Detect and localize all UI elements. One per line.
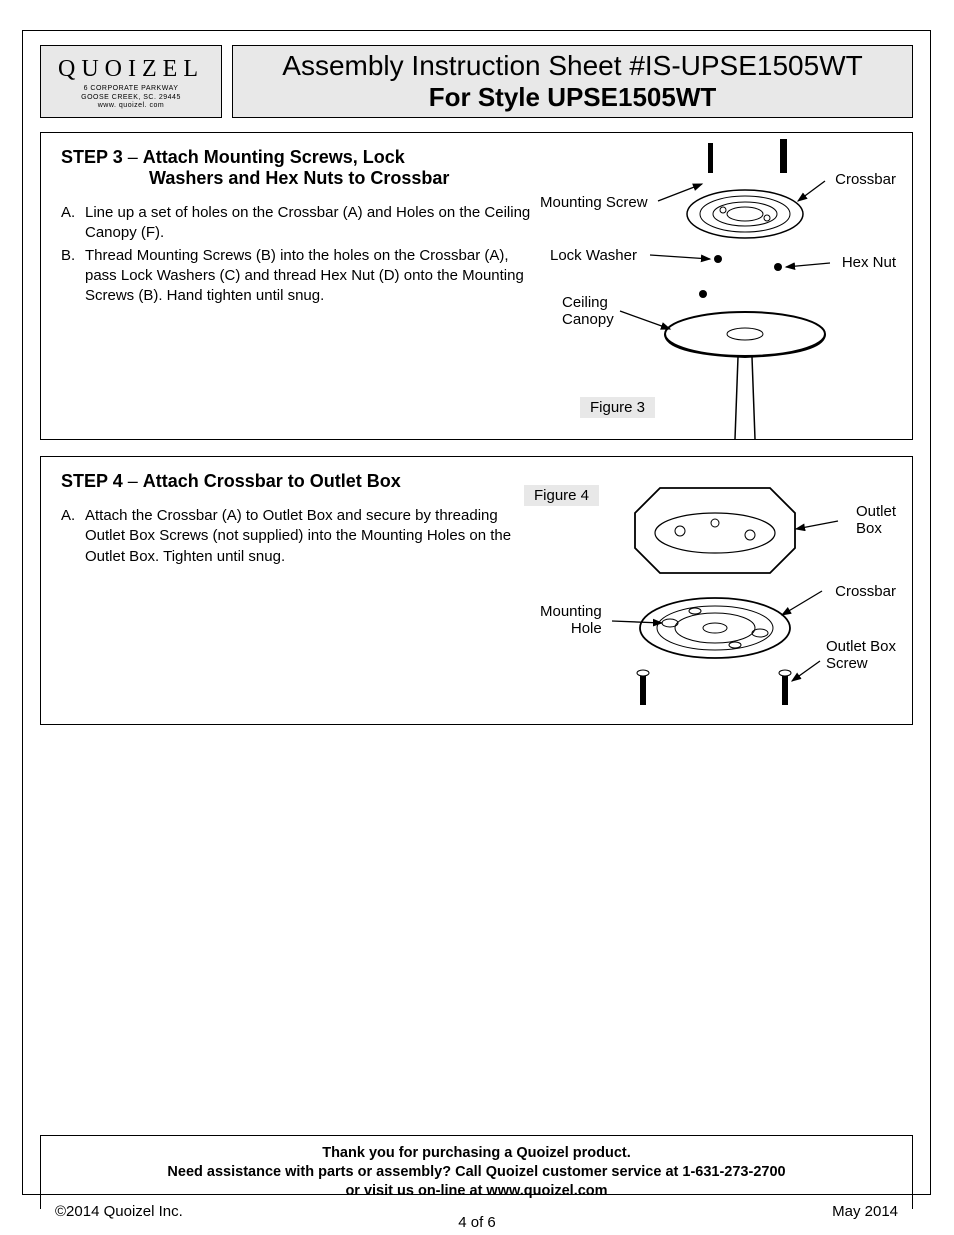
- brand-address: 6 CORPORATE PARKWAY GOOSE CREEK, SC. 294…: [81, 85, 181, 110]
- step3-a-letter: A.: [61, 203, 85, 244]
- step3-dash: –: [123, 147, 143, 167]
- step3-panel: STEP 3 – Attach Mounting Screws, Lock Wa…: [40, 132, 913, 440]
- footer-center: Thank you for purchasing a Quoizel produ…: [51, 1144, 902, 1201]
- figure4-svg: [520, 463, 900, 713]
- step3-h1: Attach Mounting Screws, Lock: [143, 147, 405, 167]
- step3-instructions: A. Line up a set of holes on the Crossba…: [61, 203, 531, 306]
- title-box: Assembly Instruction Sheet #IS-UPSE1505W…: [232, 45, 913, 118]
- step4-instructions: A. Attach the Crossbar (A) to Outlet Box…: [61, 506, 531, 567]
- step3-item-a: A. Line up a set of holes on the Crossba…: [61, 203, 531, 244]
- title-line2: For Style UPSE1505WT: [429, 82, 717, 113]
- step3-b-text: Thread Mounting Screws (B) into the hole…: [85, 246, 531, 307]
- addr-site: www. quoizel. com: [98, 102, 164, 109]
- step3-a-text: Line up a set of holes on the Crossbar (…: [85, 203, 531, 244]
- step4-panel: STEP 4 – Attach Crossbar to Outlet Box A…: [40, 456, 913, 725]
- figure4-diagram: Figure 4 Outlet Box Crossbar Mounting Ho…: [520, 463, 900, 713]
- footer-assist: Need assistance with parts or assembly? …: [51, 1163, 902, 1182]
- step4-a-text: Attach the Crossbar (A) to Outlet Box an…: [85, 506, 531, 567]
- addr-line2: GOOSE CREEK, SC. 29445: [81, 94, 181, 101]
- step4-item-a: A. Attach the Crossbar (A) to Outlet Box…: [61, 506, 531, 567]
- step4-a-letter: A.: [61, 506, 85, 567]
- footer-visit: or visit us on-line at www.quoizel.com: [51, 1182, 902, 1201]
- addr-line1: 6 CORPORATE PARKWAY: [84, 85, 179, 92]
- footer-box: Thank you for purchasing a Quoizel produ…: [40, 1135, 913, 1209]
- page-number: 4 of 6: [0, 1214, 954, 1231]
- figure3-svg: [520, 139, 900, 439]
- step4-dash: –: [123, 471, 143, 491]
- step3-item-b: B. Thread Mounting Screws (B) into the h…: [61, 246, 531, 307]
- brand-name: QUOIZEL: [58, 56, 204, 83]
- header-row: QUOIZEL 6 CORPORATE PARKWAY GOOSE CREEK,…: [40, 45, 913, 118]
- step4-prefix: STEP 4: [61, 471, 123, 491]
- logo-box: QUOIZEL 6 CORPORATE PARKWAY GOOSE CREEK,…: [40, 45, 222, 118]
- figure3-diagram: Mounting Screw Crossbar Lock Washer Hex …: [520, 139, 900, 434]
- step3-b-letter: B.: [61, 246, 85, 307]
- step3-prefix: STEP 3: [61, 147, 123, 167]
- step4-h1: Attach Crossbar to Outlet Box: [143, 471, 401, 491]
- title-line1: Assembly Instruction Sheet #IS-UPSE1505W…: [282, 50, 862, 82]
- footer-thank: Thank you for purchasing a Quoizel produ…: [51, 1144, 902, 1163]
